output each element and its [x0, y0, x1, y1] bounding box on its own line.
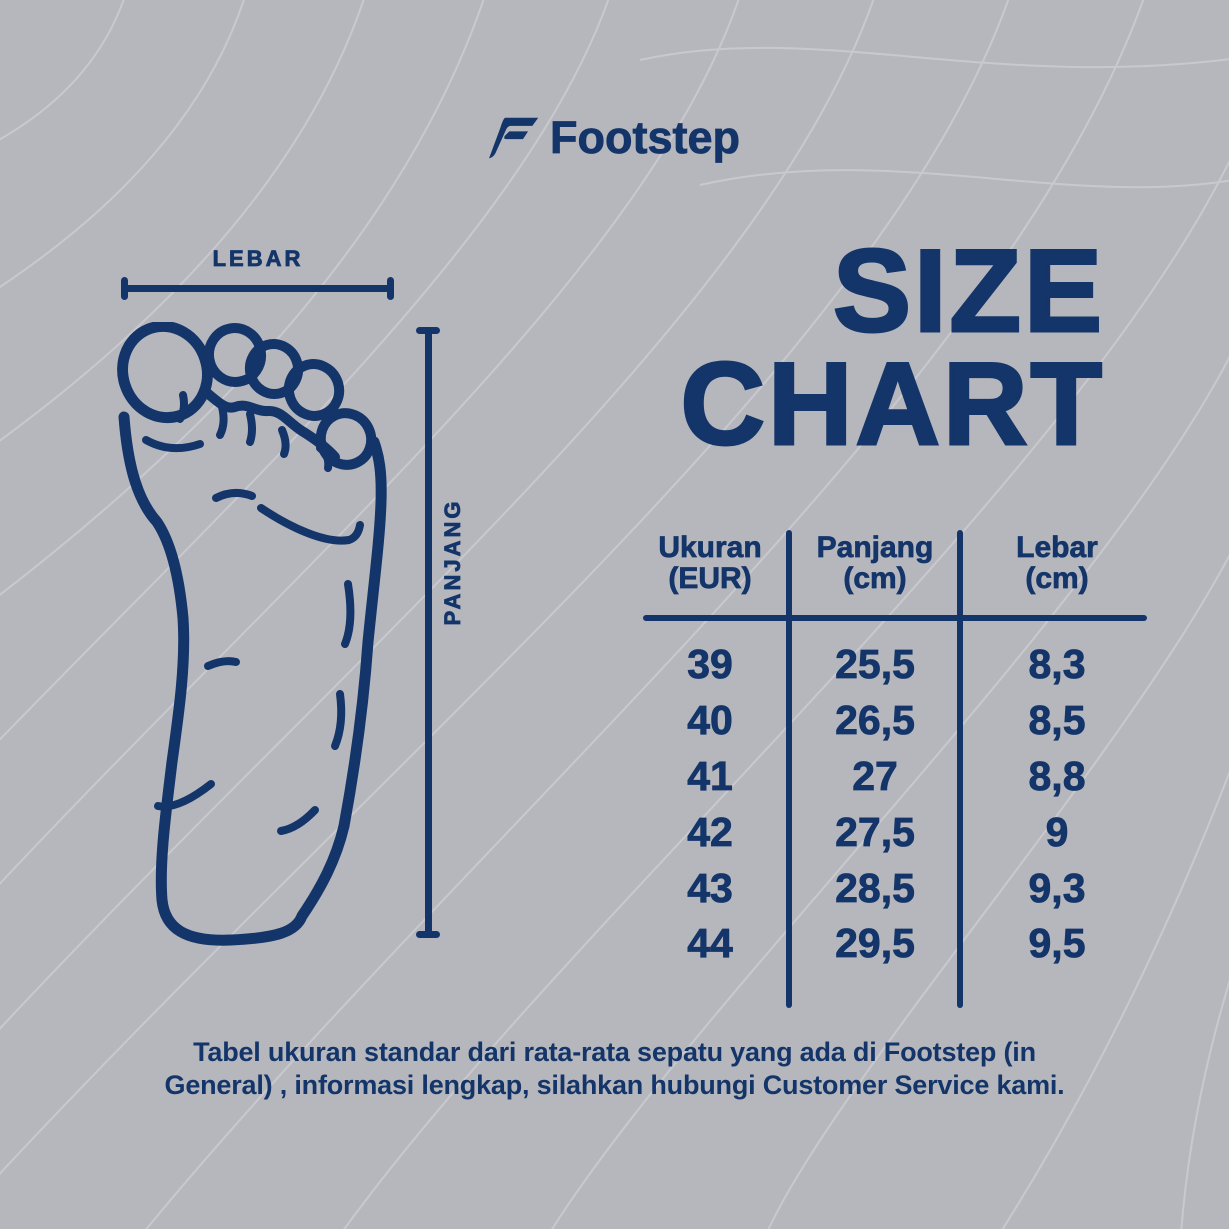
measure-cap: [416, 931, 440, 938]
size-table: Ukuran (EUR) Panjang (cm) Lebar (cm) 39 …: [630, 528, 1154, 1008]
column-header-unit: (EUR): [668, 562, 752, 595]
cell-size: 44: [687, 920, 733, 967]
column-header-unit: (cm): [843, 562, 907, 595]
cell-length: 29,5: [835, 920, 916, 967]
page-title: SIZE CHART: [679, 225, 1105, 469]
length-label: PANJANG: [440, 498, 466, 626]
column-header-label: Lebar: [1016, 531, 1098, 564]
page-title-line1: SIZE: [831, 225, 1105, 356]
cell-width: 8,8: [1028, 752, 1086, 800]
footer-note-line2: General) , informasi lengkap, silahkan h…: [164, 1070, 1065, 1100]
length-measure-line: [416, 327, 440, 938]
cell-size: 43: [687, 864, 733, 911]
column-header-width: Lebar (cm): [960, 531, 1154, 595]
table-row: 40 26,5 8,5: [630, 693, 1154, 749]
cell-size: 40: [687, 697, 733, 744]
cell-size: 42: [687, 808, 733, 855]
table-row: 42 27,5 9: [630, 804, 1154, 860]
table-row: 44 29,5 9,5: [630, 916, 1154, 972]
table-row: 41 27 8,8: [630, 749, 1154, 805]
table-header-rule: [643, 615, 1147, 621]
cell-width: 9,3: [1028, 864, 1086, 911]
table-column-divider: [786, 530, 792, 1008]
measure-bar: [121, 285, 394, 292]
foot-sole-icon: [117, 322, 387, 946]
footer-note-line1: Tabel ukuran standar dari rata-rata sepa…: [193, 1037, 1036, 1067]
brand-logo: Footstep: [0, 112, 1229, 164]
cell-length: 26,5: [835, 697, 916, 744]
cell-length: 25,5: [835, 641, 916, 688]
measure-bar: [424, 330, 432, 935]
table-row: 43 28,5 9,3: [630, 860, 1154, 916]
table-column-divider: [957, 530, 963, 1008]
cell-width: 8,3: [1028, 641, 1086, 688]
page-title-line2: CHART: [679, 338, 1105, 469]
cell-length: 28,5: [835, 864, 916, 911]
brand-name: Footstep: [550, 112, 741, 164]
width-label: LEBAR: [212, 246, 304, 272]
column-header-label: Panjang: [816, 531, 934, 564]
cell-width: 9,5: [1028, 920, 1086, 967]
cell-size: 39: [687, 641, 733, 688]
size-table-header: Ukuran (EUR) Panjang (cm) Lebar (cm): [630, 528, 1154, 595]
column-header-label: Ukuran: [658, 531, 762, 564]
column-header-unit: (cm): [1025, 562, 1089, 595]
column-header-size: Ukuran (EUR): [630, 531, 790, 595]
cell-width: 9: [1045, 808, 1069, 855]
cell-size: 41: [687, 752, 733, 800]
column-header-length: Panjang (cm): [790, 531, 960, 595]
cell-length: 27,5: [835, 808, 916, 855]
size-table-body: 39 25,5 8,3 40 26,5 8,5 41 27 8,8 42 27,…: [630, 637, 1154, 972]
measure-cap: [387, 277, 394, 300]
width-measure-line: [121, 277, 394, 300]
table-row: 39 25,5 8,3: [630, 637, 1154, 693]
footstep-f-icon: [489, 117, 539, 159]
footer-note: Tabel ukuran standar dari rata-rata sepa…: [0, 1036, 1229, 1102]
cell-width: 8,5: [1028, 697, 1086, 744]
cell-length: 27: [852, 752, 898, 800]
